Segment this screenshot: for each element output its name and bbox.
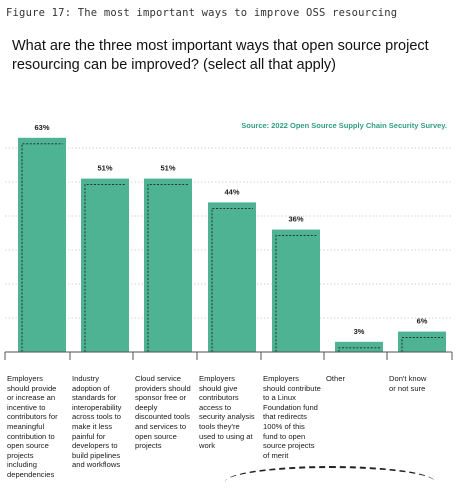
bar (81, 178, 129, 352)
data-label: 63% (34, 123, 49, 132)
category-label: Employers should provide or increase an … (7, 374, 58, 479)
category-label: Other (326, 374, 345, 383)
category-label: Cloud service providers should sponsor f… (135, 374, 191, 451)
data-label: 6% (417, 317, 428, 326)
bar (272, 229, 320, 352)
chart-question: What are the three most important ways t… (12, 38, 429, 73)
bar-dashed-outline (275, 235, 317, 352)
source-note: Source: 2022 Open Source Supply Chain Se… (241, 121, 447, 130)
bar-dashed-outline (338, 347, 380, 352)
bar (335, 341, 383, 352)
bar (18, 137, 66, 352)
bar (398, 331, 446, 352)
bar-dashed-outline (147, 184, 189, 352)
data-label: 36% (288, 215, 303, 224)
bar (144, 178, 192, 352)
bar (208, 202, 256, 352)
figure-label: Figure 17: The most important ways to im… (6, 7, 398, 19)
bar-chart: 63% 51% 51% 44% 36% 3% 6% (4, 123, 453, 360)
category-label: Don't know or not sure (389, 374, 427, 393)
bar-dashed-outline (84, 184, 126, 352)
data-label: 51% (160, 164, 175, 173)
data-label: 44% (224, 187, 239, 196)
data-label: 3% (354, 327, 365, 336)
category-label: Employers should contribute to a Linux F… (263, 374, 321, 460)
decorative-dashed-arc (225, 466, 435, 498)
bar-dashed-outline (401, 337, 443, 352)
bar-dashed-outline (21, 143, 63, 352)
category-label: Industry adoption of standards for inter… (72, 374, 122, 470)
data-label: 51% (97, 164, 112, 173)
category-label: Employers should give contributors acces… (199, 374, 255, 451)
bar-dashed-outline (211, 207, 253, 352)
